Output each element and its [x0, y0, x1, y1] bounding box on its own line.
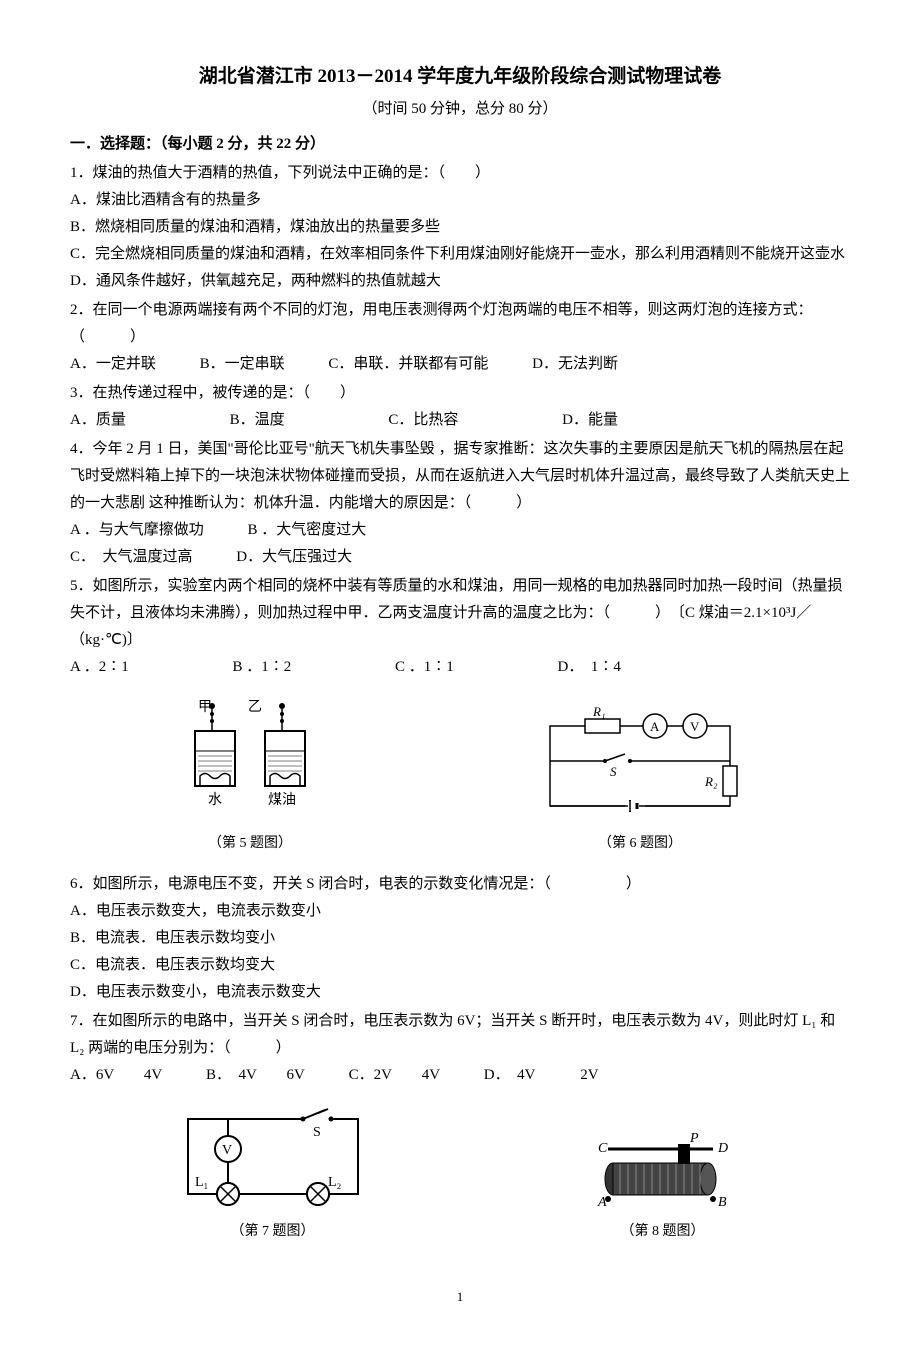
l2-label: L₂ [328, 1175, 342, 1190]
q7-options: A．6V 4V B． 4V 6V C．2V 4V D． 4V 2V [70, 1062, 850, 1089]
rheostat-diagram: P C D A B [578, 1124, 748, 1214]
fig8-label: （第 8 题图） [578, 1219, 748, 1244]
beaker-diagram: 甲 水 乙 [170, 696, 330, 826]
q6-stem: 6．如图所示，电源电压不变，开关 S 闭合时，电表的示数变化情况是：（ ） [70, 871, 850, 898]
q1-option-d: D．通风条件越好，供氧越充足，两种燃料的热值就越大 [70, 268, 850, 295]
exam-title: 湖北省潜江市 2013－2014 学年度九年级阶段综合测试物理试卷 [70, 60, 850, 94]
q4-options-row2: C． 大气温度过高 D．大气压强过大 [70, 544, 850, 571]
q5-options: A ．2∶1 B ．1∶2 C ．1∶1 D． 1∶4 [70, 654, 850, 681]
ammeter-label: A [650, 719, 660, 734]
q5-stem: 5．如图所示，实验室内两个相同的烧杯中装有等质量的水和煤油，用同一规格的电加热器… [70, 573, 850, 654]
r2-label: R₂ [704, 774, 718, 789]
fig7-label: （第 7 题图） [173, 1219, 373, 1244]
q4-option-b: B ．大气密度过大 [248, 517, 367, 544]
q7-option-c: C．2V 4V [349, 1062, 440, 1089]
q2-option-b: B．一定串联 [200, 351, 285, 378]
figure-8: P C D A B （第 8 题图） [578, 1124, 748, 1244]
exam-subtitle: （时间 50 分钟，总分 80 分） [70, 96, 850, 123]
switch-s-label: S [610, 764, 617, 779]
fig5-label: （第 5 题图） [170, 831, 330, 856]
b-label: B [718, 1195, 727, 1210]
q5-option-c: C ．1∶1 [395, 654, 454, 681]
p-label: P [689, 1131, 699, 1146]
circuit-diagram-6: R₁ A V S R₂ [530, 706, 750, 826]
figures-row-2: V S L₁ L₂ [70, 1104, 850, 1244]
q4-options-row1: A ．与大气摩擦做功 B ．大气密度过大 [70, 517, 850, 544]
q7-option-b: B． 4V 6V [206, 1062, 305, 1089]
q2-option-d: D．无法判断 [532, 351, 618, 378]
r1-label: R₁ [592, 706, 605, 719]
q4-option-a: A ．与大气摩擦做功 [70, 517, 204, 544]
cup2-label: 乙 [248, 699, 262, 715]
q2-option-a: A．一定并联 [70, 351, 156, 378]
figure-7: V S L₁ L₂ [173, 1104, 373, 1244]
q7-option-a: A．6V 4V [70, 1062, 162, 1089]
q2-options: A．一定并联 B．一定串联 C．串联．并联都有可能 D．无法判断 [70, 351, 850, 378]
q7-stem: 7．在如图所示的电路中，当开关 S 闭合时，电压表示数为 6V；当开关 S 断开… [70, 1008, 850, 1062]
q6-option-a: A．电压表示数变大，电流表示数变小 [70, 898, 850, 925]
q3-option-c: C．比热容 [388, 407, 458, 434]
circuit-diagram-7: V S L₁ L₂ [173, 1104, 373, 1214]
q2-stem: 2．在同一个电源两端接有两个不同的灯泡，用电压表测得两个灯泡两端的电压不相等，则… [70, 297, 850, 351]
q5-option-b: B ．1∶2 [233, 654, 292, 681]
q6-option-b: B．电流表．电压表示数均变小 [70, 925, 850, 952]
q6-option-c: C．电流表．电压表示数均变大 [70, 952, 850, 979]
q3-stem: 3．在热传递过程中，被传递的是：（ ） [70, 380, 850, 407]
q5-option-a: A ．2∶1 [70, 654, 129, 681]
q3-option-b: B．温度 [230, 407, 285, 434]
page-number: 1 [70, 1285, 850, 1308]
a-label: A [597, 1195, 607, 1210]
figure-5: 甲 水 乙 [170, 696, 330, 856]
q1-stem: 1．煤油的热值大于酒精的热值，下列说法中正确的是：（ ） [70, 160, 850, 187]
q1-option-c: C．完全燃烧相同质量的煤油和酒精，在效率相同条件下利用煤油刚好能烧开一壶水，那么… [70, 241, 850, 268]
q3-option-a: A．质量 [70, 407, 126, 434]
q4-option-c: C． 大气温度过高 [70, 544, 193, 571]
switch-s7-label: S [313, 1125, 321, 1140]
q1-option-b: B．燃烧相同质量的煤油和酒精，煤油放出的热量要多些 [70, 214, 850, 241]
q3-options: A．质量 B．温度 C．比热容 D．能量 [70, 407, 850, 434]
figures-row-1: 甲 水 乙 [70, 696, 850, 856]
q3-option-d: D．能量 [562, 407, 618, 434]
figure-6: R₁ A V S R₂ （第 6 题图） [530, 706, 750, 856]
d-label: D [717, 1141, 728, 1156]
voltmeter-v-label: V [222, 1143, 232, 1158]
c-label: C [598, 1141, 608, 1156]
q1-option-a: A．煤油比酒精含有的热量多 [70, 187, 850, 214]
q6-option-d: D．电压表示数变小，电流表示数变大 [70, 979, 850, 1006]
liquid1-label: 水 [208, 792, 222, 808]
liquid2-label: 煤油 [268, 792, 296, 808]
q4-stem: 4．今年 2 月 1 日，美国"哥伦比亚号"航天飞机失事坠毁 ，据专家推断：这次… [70, 436, 850, 517]
voltmeter-label: V [690, 719, 700, 734]
fig6-label: （第 6 题图） [530, 831, 750, 856]
q5-option-d: D． 1∶4 [558, 654, 621, 681]
q2-option-c: C．串联．并联都有可能 [328, 351, 488, 378]
q4-option-d: D．大气压强过大 [236, 544, 352, 571]
q7-option-d: D． 4V 2V [484, 1062, 599, 1089]
section-1-header: 一．选择题：（每小题 2 分，共 22 分） [70, 131, 850, 158]
l1-label: L₁ [195, 1175, 208, 1190]
